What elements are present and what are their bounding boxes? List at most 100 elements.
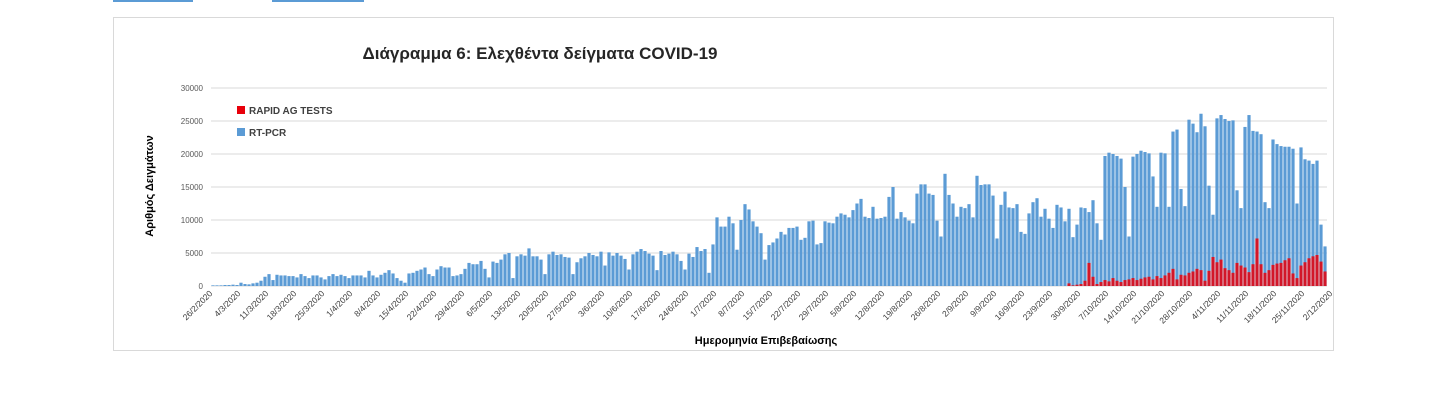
- rt-pcr-bar: [287, 276, 291, 286]
- rt-pcr-bar: [739, 220, 743, 286]
- rt-pcr-bar: [1123, 187, 1127, 286]
- rt-pcr-bar: [659, 251, 663, 286]
- rt-pcr-bar: [847, 217, 851, 286]
- rt-pcr-bar: [1255, 131, 1259, 286]
- rt-pcr-bar: [639, 249, 643, 286]
- rt-pcr-bar: [455, 275, 459, 286]
- rt-pcr-bar: [363, 277, 367, 286]
- rt-pcr-bar: [1011, 208, 1015, 286]
- rt-pcr-bar: [399, 280, 403, 286]
- rt-pcr-bar: [595, 256, 599, 286]
- x-tick-label: 2/9/2020: [940, 288, 971, 319]
- rapid-ag-bar: [1075, 284, 1079, 286]
- rt-pcr-bar: [763, 259, 767, 286]
- rt-pcr-bar: [691, 256, 695, 286]
- rapid-ag-bar: [1163, 275, 1167, 286]
- rt-pcr-bar: [283, 275, 287, 286]
- rapid-ag-bar: [1135, 280, 1139, 286]
- rt-pcr-bar: [627, 269, 631, 286]
- rapid-ag-bar: [1155, 276, 1159, 286]
- rt-pcr-bar: [675, 254, 679, 286]
- rapid-ag-bar: [1087, 262, 1091, 286]
- y-tick-label: 30000: [181, 84, 204, 93]
- rt-pcr-bar: [259, 280, 263, 286]
- tab-underline-right: [272, 0, 364, 2]
- rt-pcr-bar: [611, 255, 615, 286]
- rapid-ag-bar: [1071, 285, 1075, 286]
- rt-pcr-bar: [1103, 155, 1107, 286]
- rt-pcr-bar: [631, 254, 635, 286]
- rt-pcr-bar: [1119, 158, 1123, 286]
- rt-pcr-bar: [1207, 185, 1211, 286]
- rapid-ag-bar: [1167, 272, 1171, 286]
- rt-pcr-bar: [467, 262, 471, 286]
- rt-pcr-bar: [1175, 129, 1179, 286]
- rt-pcr-bar: [1147, 153, 1151, 286]
- rt-pcr-bar: [1307, 160, 1311, 286]
- rt-pcr-bar: [1095, 223, 1099, 286]
- rt-pcr-bar: [955, 216, 959, 286]
- rt-pcr-bar: [331, 274, 335, 286]
- rt-pcr-bar: [1247, 115, 1251, 286]
- rapid-ag-bar: [1203, 280, 1207, 286]
- rt-pcr-bar: [807, 221, 811, 286]
- rt-pcr-bar: [895, 218, 899, 286]
- rt-pcr-bar: [671, 251, 675, 286]
- rapid-ag-bar: [1147, 276, 1151, 286]
- rt-pcr-bar: [423, 267, 427, 286]
- rapid-ag-bar: [1255, 238, 1259, 286]
- rapid-ag-bar: [1211, 256, 1215, 286]
- rt-pcr-bar: [1115, 155, 1119, 286]
- tab-underline-left: [113, 0, 193, 2]
- rt-pcr-bar: [1087, 212, 1091, 286]
- rapid-ag-bar: [1143, 277, 1147, 286]
- rapid-ag-bar: [1179, 274, 1183, 286]
- rt-pcr-bar: [679, 260, 683, 286]
- rt-pcr-bar: [767, 245, 771, 286]
- rt-pcr-bar: [943, 173, 947, 286]
- rt-pcr-bar: [1003, 191, 1007, 286]
- x-tick-label: 29/4/2020: [433, 288, 467, 322]
- rt-pcr-bar: [1019, 231, 1023, 286]
- rt-pcr-bar: [323, 279, 327, 286]
- chart-title: Διάγραμμα 6: Ελεχθέντα δείγματα COVID-19: [363, 44, 718, 63]
- rt-pcr-bar: [655, 270, 659, 286]
- rt-pcr-bar: [791, 227, 795, 286]
- rt-pcr-bar: [243, 284, 247, 286]
- rapid-ag-bar: [1263, 272, 1267, 286]
- rapid-ag-bar: [1123, 280, 1127, 286]
- rt-pcr-bar: [599, 251, 603, 286]
- rt-pcr-bar: [1163, 153, 1167, 286]
- rt-pcr-bar: [911, 223, 915, 286]
- rt-pcr-bar: [643, 251, 647, 286]
- rt-pcr-bar: [1319, 224, 1323, 286]
- x-tick-label: 2/12/2020: [1301, 288, 1333, 322]
- rt-pcr-bar: [991, 195, 995, 286]
- rt-pcr-bar: [551, 251, 555, 286]
- rapid-ag-bar: [1119, 282, 1123, 286]
- rt-pcr-bar: [783, 234, 787, 286]
- rt-pcr-bar: [315, 275, 319, 286]
- rt-pcr-bar: [443, 267, 447, 286]
- rt-pcr-bar: [587, 253, 591, 286]
- rapid-ag-bar: [1227, 270, 1231, 286]
- rt-pcr-bar: [391, 273, 395, 286]
- rt-pcr-bar: [307, 278, 311, 286]
- rt-pcr-bar: [1191, 123, 1195, 286]
- rt-pcr-bar: [1179, 188, 1183, 286]
- rt-pcr-bar: [695, 247, 699, 286]
- rt-pcr-bar: [831, 223, 835, 286]
- rt-pcr-bar: [275, 274, 279, 286]
- rt-pcr-bar: [447, 267, 451, 286]
- rt-pcr-bar: [1323, 246, 1327, 286]
- rt-pcr-bar: [247, 284, 251, 286]
- rt-pcr-bar: [271, 280, 275, 286]
- rapid-ag-bar: [1151, 279, 1155, 286]
- rt-pcr-bar: [291, 276, 295, 286]
- chart-frame: Διάγραμμα 6: Ελεχθέντα δείγματα COVID-19…: [113, 17, 1334, 351]
- x-tick-label: 29/7/2020: [797, 288, 831, 322]
- rapid-ag-bar: [1199, 270, 1203, 286]
- rt-pcr-bar: [1199, 113, 1203, 287]
- rt-pcr-bar: [319, 277, 323, 286]
- rapid-ag-bar: [1283, 260, 1287, 286]
